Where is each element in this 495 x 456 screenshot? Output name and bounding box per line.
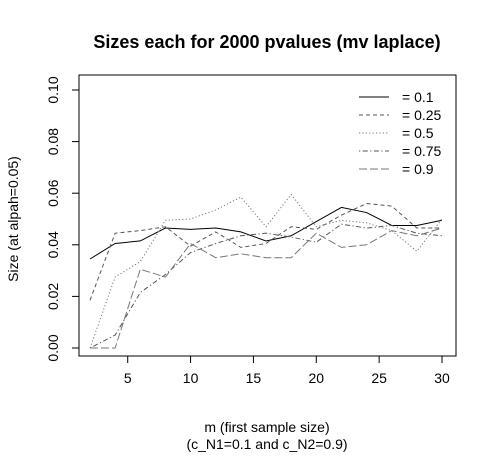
x-axis-sublabel: (c_N1=0.1 and c_N2=0.9): [186, 436, 347, 452]
legend-label: = 0.75: [402, 143, 442, 159]
legend-label: = 0.5: [402, 125, 434, 141]
chart-title: Sizes each for 2000 pvalues (mv laplace): [93, 32, 440, 52]
y-tick-label: 0.10: [45, 76, 61, 103]
y-axis-label: Size (at alpah=0.05): [5, 156, 21, 282]
series-group: [89, 193, 443, 349]
x-tick-label: 10: [183, 370, 199, 386]
x-tick-label: 5: [124, 370, 132, 386]
series-line-4: [89, 223, 443, 349]
x-tick-label: 30: [434, 370, 450, 386]
series-line-1: [89, 206, 443, 260]
legend-label: = 0.25: [402, 107, 442, 123]
plot-frame: [78, 74, 457, 357]
legend-label: = 0.1: [402, 89, 434, 105]
series-line-5: [90, 227, 443, 349]
y-tick-label: 0.06: [45, 179, 61, 206]
x-tick-label: 25: [371, 370, 387, 386]
y-tick-label: 0.02: [45, 283, 61, 310]
y-tick-label: 0.04: [45, 231, 61, 258]
y-axis: 0.00 0.02 0.04 0.06 0.08 0.10: [45, 76, 80, 362]
x-tick-label: 15: [246, 370, 262, 386]
legend-label: = 0.9: [402, 161, 434, 177]
legend: = 0.1 = 0.25 = 0.5 = 0.75 = 0.9: [359, 89, 442, 177]
series-line-2: [89, 203, 442, 301]
y-tick-label: 0.08: [45, 128, 61, 155]
x-axis: 5 10 15 20 25 30: [124, 355, 450, 386]
x-tick-label: 20: [308, 370, 324, 386]
x-axis-label: m (first sample size): [204, 419, 329, 435]
y-tick-label: 0.00: [45, 334, 61, 361]
series-line-3: [89, 193, 443, 349]
